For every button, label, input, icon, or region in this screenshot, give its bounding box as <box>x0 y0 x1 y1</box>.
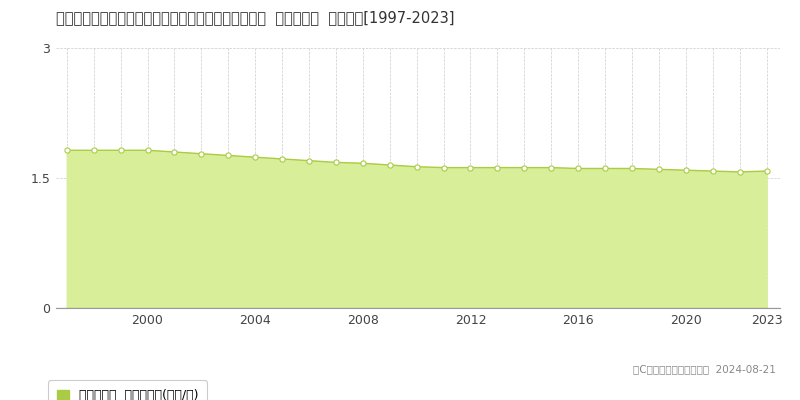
Point <box>383 162 396 168</box>
Point <box>598 165 611 172</box>
Point <box>518 164 530 171</box>
Point <box>302 158 315 164</box>
Point <box>653 166 666 172</box>
Legend: 基準地価格  平均坪単価(万円/坪): 基準地価格 平均坪単価(万円/坪) <box>48 380 207 400</box>
Point <box>141 147 154 154</box>
Point <box>276 156 289 162</box>
Text: 福島県南会津郡下郷町大字落合字下ノ原８４８番９外  基準地価格  地価推移[1997-2023]: 福島県南会津郡下郷町大字落合字下ノ原８４８番９外 基準地価格 地価推移[1997… <box>56 10 454 25</box>
Point <box>330 159 342 166</box>
Point <box>706 168 719 174</box>
Point <box>491 164 504 171</box>
Point <box>679 167 692 174</box>
Point <box>410 164 423 170</box>
Point <box>168 149 181 155</box>
Point <box>626 165 638 172</box>
Text: （C）土地価格ドットコム  2024-08-21: （C）土地価格ドットコム 2024-08-21 <box>633 364 776 374</box>
Point <box>195 150 208 157</box>
Point <box>734 169 746 175</box>
Point <box>545 164 558 171</box>
Point <box>437 164 450 171</box>
Point <box>222 152 234 159</box>
Point <box>249 154 262 160</box>
Point <box>114 147 127 154</box>
Point <box>357 160 370 166</box>
Point <box>60 147 73 154</box>
Point <box>572 165 585 172</box>
Point <box>464 164 477 171</box>
Point <box>760 168 773 174</box>
Point <box>87 147 100 154</box>
